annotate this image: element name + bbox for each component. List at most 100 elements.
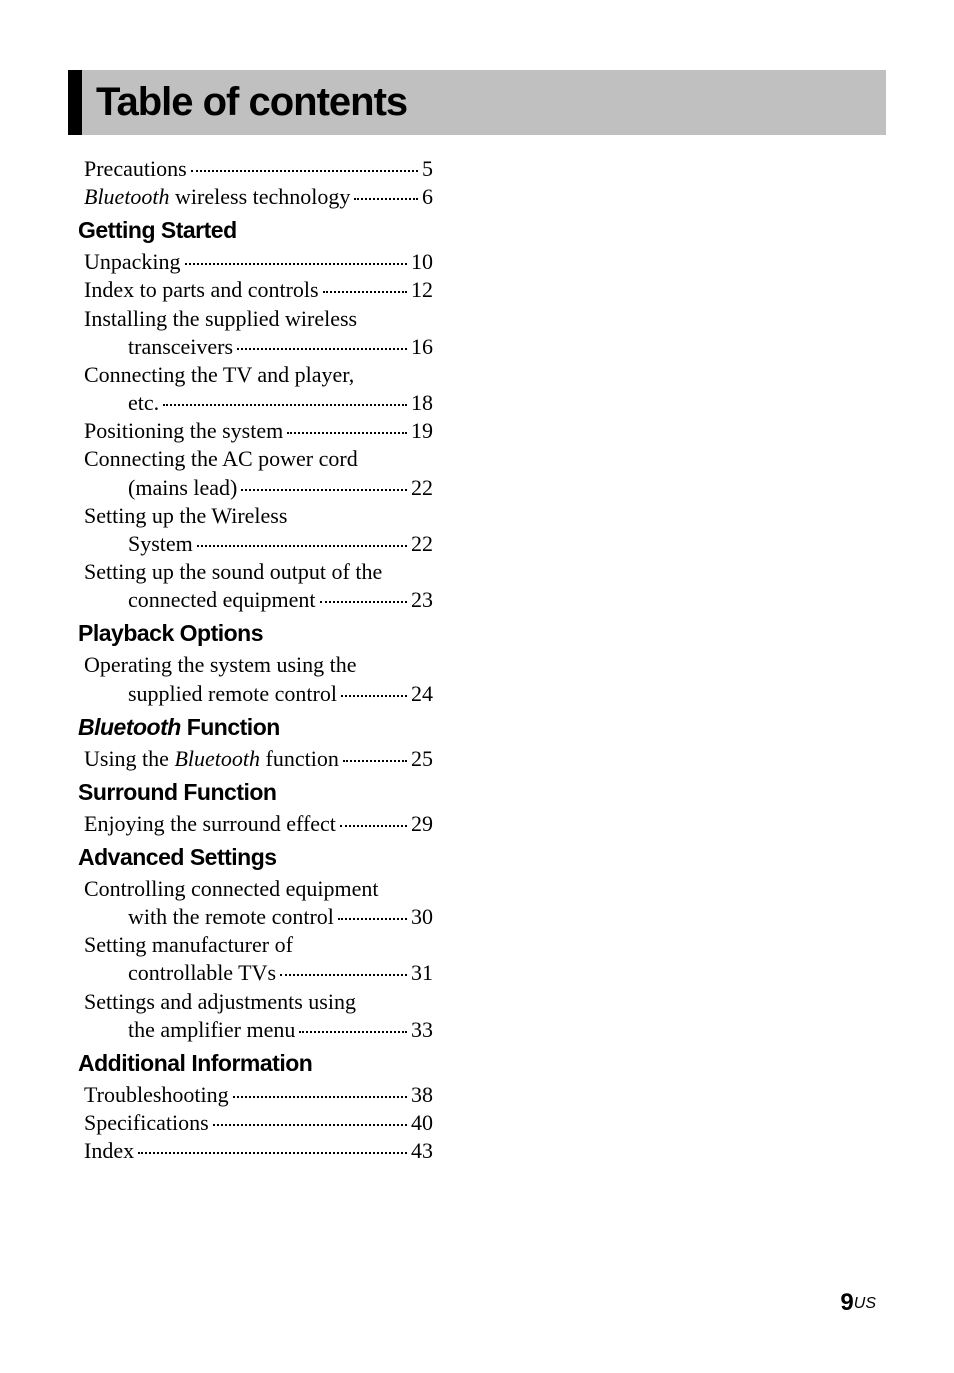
entry-text: Precautions [84, 155, 187, 183]
entry-page: 43 [411, 1137, 433, 1165]
entry-text: Setting manufacturer of [84, 931, 293, 959]
section-heading: Advanced Settings [78, 844, 448, 871]
entry-text: Controlling connected equipment [84, 875, 379, 903]
toc-entry: Setting manufacturer of [78, 931, 433, 959]
entry-page: 16 [411, 333, 433, 361]
toc-entry: the amplifier menu 33 [78, 1016, 433, 1044]
leader-dots [163, 404, 407, 406]
entry-text: controllable TVs [128, 959, 276, 987]
section-heading: Additional Information [78, 1050, 448, 1077]
leader-dots [340, 825, 407, 827]
toc-entry: Operating the system using the [78, 651, 433, 679]
toc-entry: Bluetooth wireless technology 6 [78, 183, 433, 211]
entry-page: 6 [422, 183, 433, 211]
toc-entry: etc. 18 [78, 389, 433, 417]
leader-dots [287, 432, 407, 434]
entry-page: 10 [411, 248, 433, 276]
intro-entries: Precautions5Bluetooth wireless technolog… [78, 155, 448, 211]
entry-page: 23 [411, 586, 433, 614]
toc-entry: Installing the supplied wireless [78, 305, 433, 333]
toc-entry: Index 43 [78, 1137, 433, 1165]
leader-dots [343, 760, 407, 762]
leader-dots [320, 601, 407, 603]
toc-entry: Precautions 5 [78, 155, 433, 183]
toc-column: Precautions5Bluetooth wireless technolog… [68, 155, 448, 1165]
leader-dots [191, 170, 418, 172]
entry-text: Index to parts and controls [84, 276, 319, 304]
toc-entry: supplied remote control 24 [78, 680, 433, 708]
entry-page: 25 [411, 745, 433, 773]
toc-entry: Index to parts and controls 12 [78, 276, 433, 304]
entry-text: transceivers [128, 333, 233, 361]
entry-page: 29 [411, 810, 433, 838]
entry-text: Operating the system using the [84, 651, 357, 679]
entry-text: Unpacking [84, 248, 181, 276]
entry-page: 22 [411, 530, 433, 558]
entry-page: 30 [411, 903, 433, 931]
entry-page: 40 [411, 1109, 433, 1137]
entry-text: Installing the supplied wireless [84, 305, 357, 333]
entry-page: 31 [411, 959, 433, 987]
toc-entry: transceivers 16 [78, 333, 433, 361]
section-heading: Getting Started [78, 217, 448, 244]
toc-entry: Unpacking 10 [78, 248, 433, 276]
leader-dots [299, 1031, 407, 1033]
toc-entry: System22 [78, 530, 433, 558]
leader-dots [241, 489, 407, 491]
toc-entry: Positioning the system 19 [78, 417, 433, 445]
page-title: Table of contents [96, 80, 886, 125]
entry-page: 12 [411, 276, 433, 304]
toc-entry: Setting up the Wireless [78, 502, 433, 530]
toc-entry: controllable TVs 31 [78, 959, 433, 987]
entry-page: 38 [411, 1081, 433, 1109]
toc-entry: Settings and adjustments using [78, 988, 433, 1016]
page-suffix: US [854, 1295, 876, 1312]
toc-entry: connected equipment 23 [78, 586, 433, 614]
entry-text: with the remote control [128, 903, 334, 931]
toc-entry: Setting up the sound output of the [78, 558, 433, 586]
entry-page: 22 [411, 474, 433, 502]
leader-dots [280, 974, 407, 976]
leader-dots [185, 263, 407, 265]
entry-page: 33 [411, 1016, 433, 1044]
title-bar: Table of contents [68, 70, 886, 135]
entry-text: Setting up the Wireless [84, 502, 287, 530]
toc-entry: Connecting the AC power cord [78, 445, 433, 473]
page-number: 9 [840, 1289, 853, 1316]
leader-dots [233, 1096, 407, 1098]
leader-dots [138, 1152, 407, 1154]
page-footer: 9US [840, 1289, 876, 1317]
section-heading: Bluetooth Function [78, 714, 448, 741]
entry-text: Bluetooth wireless technology [84, 183, 350, 211]
leader-dots [341, 695, 407, 697]
entry-text: Troubleshooting [84, 1081, 229, 1109]
entry-text: connected equipment [128, 586, 316, 614]
toc-entry: (mains lead) 22 [78, 474, 433, 502]
entry-text: supplied remote control [128, 680, 337, 708]
entry-text: the amplifier menu [128, 1016, 295, 1044]
entry-text: Using the Bluetooth function [84, 745, 339, 773]
leader-dots [323, 291, 407, 293]
leader-dots [213, 1124, 407, 1126]
entry-text: Setting up the sound output of the [84, 558, 382, 586]
sections: Getting StartedUnpacking10Index to parts… [78, 217, 448, 1165]
section-heading: Surround Function [78, 779, 448, 806]
entry-text: Connecting the AC power cord [84, 445, 358, 473]
entry-page: 5 [422, 155, 433, 183]
entry-page: 18 [411, 389, 433, 417]
entry-text: Index [84, 1137, 134, 1165]
leader-dots [354, 198, 418, 200]
entry-page: 19 [411, 417, 433, 445]
entry-text: Enjoying the surround effect [84, 810, 336, 838]
toc-entry: Troubleshooting 38 [78, 1081, 433, 1109]
entry-text: (mains lead) [128, 474, 237, 502]
section-heading: Playback Options [78, 620, 448, 647]
entry-page: 24 [411, 680, 433, 708]
entry-text: etc. [128, 389, 159, 417]
entry-text: Positioning the system [84, 417, 283, 445]
toc-entry: with the remote control 30 [78, 903, 433, 931]
toc-entry: Using the Bluetooth function 25 [78, 745, 433, 773]
leader-dots [197, 545, 407, 547]
leader-dots [338, 918, 407, 920]
toc-entry: Enjoying the surround effect 29 [78, 810, 433, 838]
